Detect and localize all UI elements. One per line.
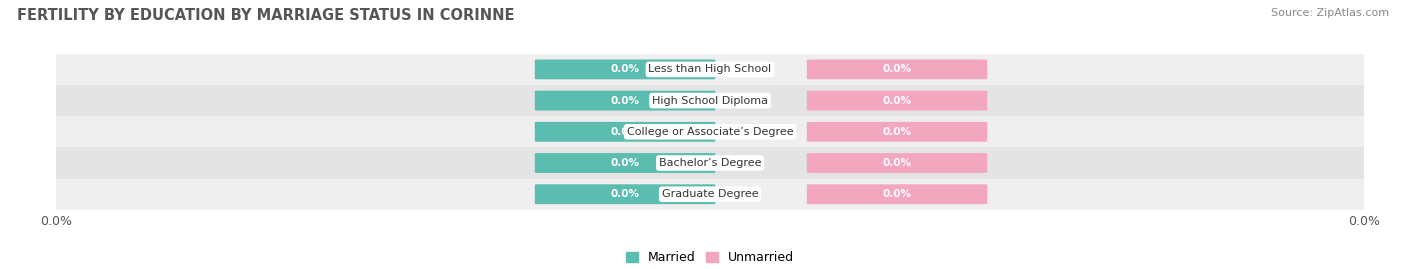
Text: 0.0%: 0.0%: [883, 158, 911, 168]
FancyBboxPatch shape: [534, 91, 716, 111]
Bar: [56, 54, 1364, 85]
Text: High School Diploma: High School Diploma: [652, 95, 768, 106]
FancyBboxPatch shape: [807, 153, 987, 173]
FancyBboxPatch shape: [534, 153, 716, 173]
Legend: Married, Unmarried: Married, Unmarried: [620, 246, 800, 269]
Text: 0.0%: 0.0%: [883, 64, 911, 75]
FancyBboxPatch shape: [534, 59, 716, 79]
Text: 0.0%: 0.0%: [883, 127, 911, 137]
FancyBboxPatch shape: [807, 59, 987, 79]
Text: 0.0%: 0.0%: [610, 158, 640, 168]
Text: Bachelor’s Degree: Bachelor’s Degree: [659, 158, 761, 168]
Text: FERTILITY BY EDUCATION BY MARRIAGE STATUS IN CORINNE: FERTILITY BY EDUCATION BY MARRIAGE STATU…: [17, 8, 515, 23]
Bar: [56, 179, 1364, 210]
Text: College or Associate’s Degree: College or Associate’s Degree: [627, 127, 793, 137]
Bar: [56, 147, 1364, 179]
FancyBboxPatch shape: [807, 184, 987, 204]
FancyBboxPatch shape: [534, 122, 716, 142]
Text: Graduate Degree: Graduate Degree: [662, 189, 758, 199]
Bar: [56, 85, 1364, 116]
FancyBboxPatch shape: [534, 184, 716, 204]
Text: Source: ZipAtlas.com: Source: ZipAtlas.com: [1271, 8, 1389, 18]
Text: 0.0%: 0.0%: [883, 189, 911, 199]
Text: 0.0%: 0.0%: [610, 127, 640, 137]
Text: 0.0%: 0.0%: [610, 64, 640, 75]
Text: 0.0%: 0.0%: [610, 189, 640, 199]
Text: Less than High School: Less than High School: [648, 64, 772, 75]
FancyBboxPatch shape: [807, 91, 987, 111]
Text: 0.0%: 0.0%: [883, 95, 911, 106]
Text: 0.0%: 0.0%: [610, 95, 640, 106]
Bar: [56, 116, 1364, 147]
FancyBboxPatch shape: [807, 122, 987, 142]
